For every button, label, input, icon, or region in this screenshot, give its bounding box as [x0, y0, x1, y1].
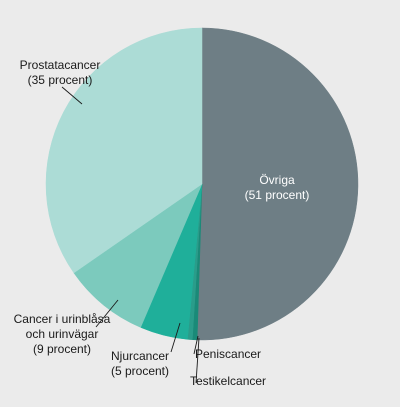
slice-label-peniscancer: Peniscancer [195, 347, 261, 361]
slice-label-cancer-i-urinblasa-och-urinvagar: Cancer i urinblåsa och urinvägar (9 procen… [14, 312, 111, 356]
pie-slice-ovriga [196, 27, 359, 341]
pie-slice-prostatacancer [45, 27, 203, 274]
pie-slice-cancer-i-urinblasa-och-urinvagar [73, 183, 203, 328]
slice-label-ovriga: Övriga (51 procent) [245, 173, 310, 202]
slice-label-prostatacancer: Prostatacancer (35 procent) [20, 58, 101, 87]
leader-line-cancer-i-urinblasa-och-urinvagar [95, 299, 119, 328]
leader-line-peniscancer [193, 335, 199, 355]
leader-line-njurcancer [170, 322, 181, 353]
leader-line-testikelcancer [195, 337, 200, 384]
leader-line-prostatacancer [61, 86, 83, 105]
slice-label-njurcancer: Njurcancer (5 procent) [111, 349, 169, 378]
slice-label-testikelcancer: Testikelcancer [190, 374, 266, 388]
